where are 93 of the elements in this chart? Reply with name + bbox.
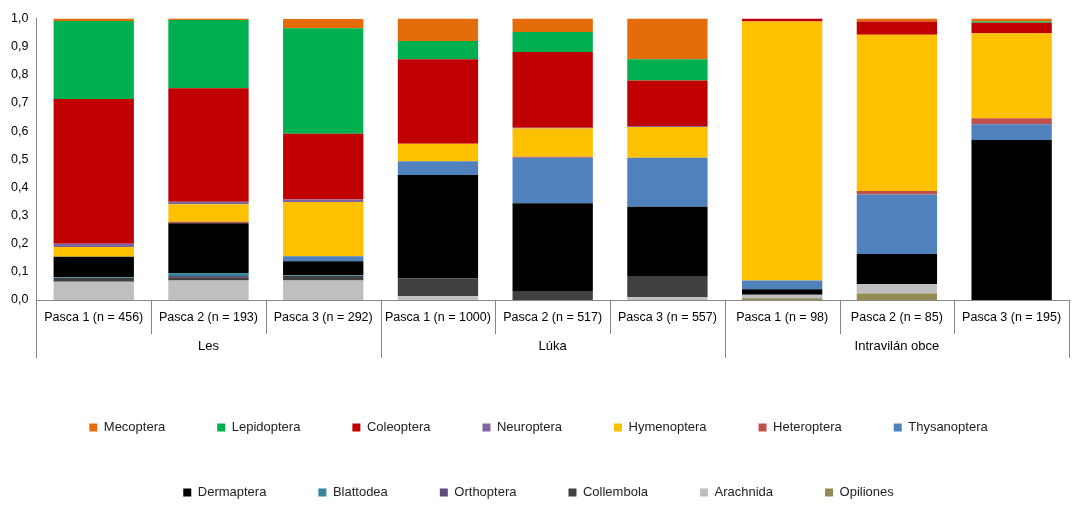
y-tick-label: 0,5 — [10, 151, 29, 166]
bar — [283, 202, 364, 257]
legend-label: Mecoptera — [103, 419, 166, 435]
x-tick-label: Pasca 2 (n = 85) — [850, 309, 943, 324]
bar — [283, 133, 364, 200]
legend-label: Lepidoptera — [231, 419, 302, 435]
bar — [168, 223, 249, 274]
bar — [168, 204, 249, 222]
bar — [856, 293, 938, 300]
bar — [742, 289, 823, 295]
bar — [397, 18, 479, 42]
legend-label: Opiliones — [839, 484, 895, 500]
x-tick-label: Pasca 1 (n = 456) — [44, 309, 144, 324]
bar — [397, 41, 479, 60]
legend-label: Arachnida — [714, 484, 774, 500]
bar — [168, 88, 249, 202]
bar — [971, 124, 1052, 141]
bar — [742, 280, 823, 290]
bar — [512, 128, 593, 157]
bar — [397, 59, 479, 144]
y-tick-label: 0,2 — [10, 236, 29, 251]
legend-label: Hymenoptera — [628, 419, 708, 435]
text: Les — [198, 337, 220, 353]
bar — [283, 276, 364, 281]
y-tick-label: 0,0 — [10, 292, 29, 307]
legend-label: Thysanoptera — [908, 419, 989, 435]
bar — [512, 157, 593, 204]
y-tick-label: 0,8 — [10, 67, 29, 82]
bar — [397, 143, 479, 162]
bar — [627, 297, 708, 300]
bar — [627, 276, 708, 298]
x-tick-label: Pasca 3 (n = 195) — [962, 309, 1062, 324]
bar — [627, 126, 708, 158]
x-tick-label: Pasca 3 (n = 292) — [273, 309, 373, 324]
bar — [512, 32, 593, 52]
legend-label: Neuroptera — [496, 419, 563, 435]
bar — [856, 21, 938, 35]
legend-label: Dermaptera — [197, 484, 268, 500]
x-tick-label: Pasca 2 (n = 517) — [503, 309, 603, 324]
bar — [971, 33, 1052, 119]
legend-label: Heteroptera — [773, 419, 843, 435]
x-tick-label: Pasca 3 (n = 557) — [617, 309, 717, 324]
text: Lúka — [538, 337, 568, 353]
bar — [168, 19, 249, 89]
bar — [53, 247, 134, 257]
bar — [397, 278, 479, 297]
bar — [283, 280, 364, 300]
bar — [53, 256, 134, 278]
bar — [283, 256, 364, 262]
bar — [512, 203, 593, 291]
bar — [742, 18, 823, 22]
bar — [512, 18, 593, 33]
bar — [53, 99, 134, 244]
bar — [627, 18, 708, 60]
bar — [512, 52, 593, 128]
bar — [856, 284, 938, 294]
bar — [856, 18, 938, 22]
legend-label: Collembola — [582, 484, 649, 500]
bar — [512, 290, 593, 300]
bar — [971, 140, 1052, 300]
y-tick-label: 0,4 — [10, 179, 29, 194]
y-tick-label: 1,0 — [10, 10, 29, 25]
y-tick-label: 0,3 — [10, 208, 29, 222]
x-tick-label: Pasca 1 (n = 98) — [736, 309, 829, 324]
y-tick-label: 0,6 — [10, 123, 29, 138]
y-tick-label: 0,9 — [10, 39, 29, 54]
legend-label: Orthoptera — [454, 484, 518, 500]
x-tick-label: Pasca 1 (n = 1000) — [384, 309, 491, 324]
y-tick-label: 0,1 — [10, 264, 29, 279]
bar — [397, 296, 479, 300]
bar — [53, 21, 134, 100]
bar — [397, 175, 479, 279]
bar — [627, 80, 708, 127]
bar — [856, 34, 938, 192]
bar — [627, 157, 708, 207]
y-tick-label: 0,7 — [10, 95, 29, 110]
x-tick-label: Pasca 2 (n = 193) — [158, 309, 258, 324]
bar — [168, 280, 249, 300]
legend-label: Coleoptera — [366, 419, 432, 435]
bar — [971, 118, 1052, 125]
bar — [283, 28, 364, 134]
bar — [856, 194, 938, 255]
bar — [742, 21, 823, 281]
bar — [397, 161, 479, 176]
legend-label: Blattodea — [332, 484, 389, 500]
bar — [971, 22, 1052, 34]
bar — [856, 254, 938, 285]
bar — [627, 206, 708, 277]
bar — [283, 261, 364, 276]
text: Intravilán obce — [854, 337, 940, 353]
bar — [627, 59, 708, 81]
bar — [283, 19, 364, 29]
bar — [53, 281, 134, 300]
